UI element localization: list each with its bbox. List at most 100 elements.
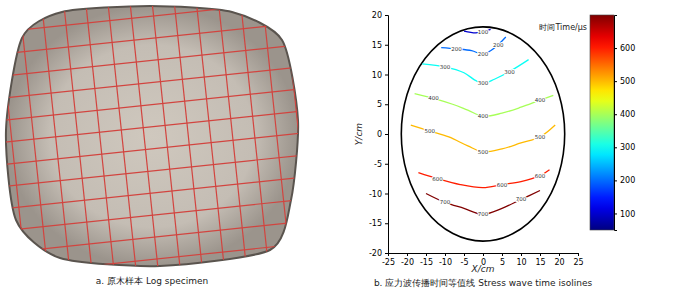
color-bar bbox=[590, 15, 614, 230]
contour-line bbox=[441, 37, 506, 54]
y-tick-mark bbox=[385, 194, 388, 195]
x-tick: -5 bbox=[461, 253, 469, 267]
y-tick-label: -5 bbox=[374, 160, 382, 169]
y-tick: 10 bbox=[372, 71, 388, 80]
contour-line bbox=[418, 170, 549, 188]
x-tick-label: 15 bbox=[535, 258, 545, 267]
y-tick-mark bbox=[385, 15, 388, 16]
color-bar-tick-mark bbox=[614, 213, 617, 214]
y-tick-label: -10 bbox=[369, 190, 382, 199]
y-tick: 20 bbox=[372, 11, 388, 20]
color-bar-tick-label: 100 bbox=[620, 210, 635, 219]
figure: a. 原木样本 Log specimen-25-20-15-10-5051015… bbox=[0, 0, 679, 292]
y-tick-label: 15 bbox=[372, 41, 382, 50]
x-tick-label: -20 bbox=[401, 258, 414, 267]
x-tick: 15 bbox=[535, 253, 545, 267]
grid-line bbox=[0, 43, 321, 81]
grid-line bbox=[214, 0, 248, 291]
y-tick-mark bbox=[385, 134, 388, 135]
log-boundary bbox=[401, 27, 564, 241]
grid-line bbox=[302, 0, 336, 281]
x-tick-label: 10 bbox=[516, 258, 526, 267]
y-axis-title: Y/cm bbox=[354, 123, 364, 145]
x-tick-label: 5 bbox=[500, 258, 505, 267]
x-tick-mark bbox=[445, 253, 446, 256]
x-tick-label: -5 bbox=[461, 258, 469, 267]
grid-line bbox=[0, 0, 317, 36]
x-tick-mark bbox=[578, 253, 579, 256]
y-tick-label: 0 bbox=[377, 130, 382, 139]
y-tick-label: -20 bbox=[369, 249, 382, 258]
contour-label: 600 bbox=[535, 173, 546, 179]
log-grid bbox=[0, 0, 349, 292]
y-tick: 15 bbox=[372, 41, 388, 50]
contour-label: 300 bbox=[440, 64, 451, 70]
color-bar-title: 时间Time/μs bbox=[539, 23, 587, 32]
x-tick: -20 bbox=[401, 253, 414, 267]
color-bar-tick-label: 600 bbox=[620, 44, 635, 53]
x-tick-label: -10 bbox=[439, 258, 452, 267]
x-tick: 5 bbox=[500, 253, 505, 267]
x-tick-mark bbox=[559, 253, 560, 256]
x-tick: 10 bbox=[516, 253, 526, 267]
contour-label: 400 bbox=[428, 95, 439, 101]
x-tick-label: 20 bbox=[554, 258, 564, 267]
contour-label: 500 bbox=[425, 128, 436, 134]
grid-line bbox=[0, 218, 340, 256]
contour-label: 200 bbox=[478, 51, 489, 57]
grid-line bbox=[0, 130, 330, 168]
x-tick: -25 bbox=[382, 253, 395, 267]
contour-label: 100 bbox=[478, 29, 489, 35]
x-tick: -10 bbox=[439, 253, 452, 267]
y-tick-label: 10 bbox=[372, 71, 382, 80]
contour-label: 700 bbox=[478, 211, 489, 217]
contour-label: 700 bbox=[516, 196, 527, 202]
x-tick-label: 25 bbox=[573, 258, 583, 267]
x-axis-line bbox=[389, 254, 579, 257]
x-tick-mark bbox=[521, 253, 522, 256]
color-bar-axis: 100200300400500600 bbox=[614, 16, 635, 231]
x-tick: 20 bbox=[554, 253, 564, 267]
contour-label: 300 bbox=[478, 80, 489, 86]
color-bar-tick: 600 bbox=[614, 44, 635, 53]
y-tick: -5 bbox=[374, 160, 388, 169]
x-tick-label: -15 bbox=[420, 258, 433, 267]
grid-line bbox=[0, 152, 333, 190]
color-bar-tick-mark bbox=[614, 48, 617, 49]
color-bar-tick: 300 bbox=[614, 143, 635, 152]
contour-line bbox=[422, 60, 528, 84]
contour-label: 200 bbox=[451, 46, 462, 52]
grid-line bbox=[280, 0, 314, 284]
color-bar-tick-label: 200 bbox=[620, 176, 635, 185]
y-tick-mark bbox=[385, 104, 388, 105]
grid-line bbox=[0, 196, 337, 234]
y-tick-label: 20 bbox=[372, 11, 382, 20]
color-bar-tick-label: 300 bbox=[620, 143, 635, 152]
grid-line bbox=[258, 0, 292, 286]
x-tick-mark bbox=[464, 253, 465, 256]
color-bar-tick: 400 bbox=[614, 110, 635, 119]
color-bar-tick: 100 bbox=[614, 210, 635, 219]
caption: b. 应力波传播时间等值线 Stress wave time isolines bbox=[374, 278, 593, 288]
contour-label: 200 bbox=[493, 42, 504, 48]
contour-label: 300 bbox=[504, 69, 515, 75]
y-tick-label: -15 bbox=[369, 219, 382, 228]
grid-line bbox=[0, 174, 335, 212]
log-photo bbox=[0, 0, 349, 292]
x-axis-title: X/cm bbox=[471, 264, 495, 274]
y-axis: -20-15-10-505101520 bbox=[369, 11, 389, 258]
x-tick: -15 bbox=[420, 253, 433, 267]
y-tick: 0 bbox=[377, 130, 388, 139]
x-tick-mark bbox=[407, 253, 408, 256]
x-tick-mark bbox=[483, 253, 484, 256]
grid-line bbox=[192, 0, 226, 292]
contour-labels: 1002002002003003003004004004005005005006… bbox=[425, 29, 546, 218]
color-bar-tick-label: 400 bbox=[620, 110, 635, 119]
x-tick-mark bbox=[502, 253, 503, 256]
contour-label: 500 bbox=[478, 149, 489, 155]
contour-label: 600 bbox=[432, 176, 443, 182]
color-bar-tick-mark bbox=[614, 114, 617, 115]
contour-label: 400 bbox=[535, 97, 546, 103]
x-tick: 25 bbox=[573, 253, 583, 267]
grid-line bbox=[171, 0, 205, 292]
